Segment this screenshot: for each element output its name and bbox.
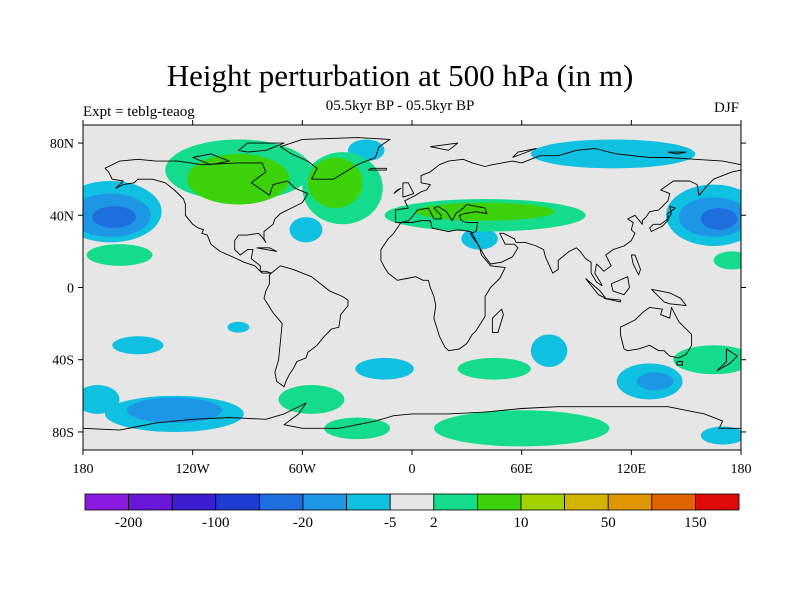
coastline-21: [83, 402, 741, 431]
colorbar-label: -20: [293, 515, 313, 531]
colorbar-box: [389, 493, 435, 511]
colorbar-box: [607, 493, 653, 511]
anomaly-tropics-neg-b: [227, 321, 250, 333]
anomaly-s-indian-neg: [530, 334, 568, 367]
coastline-9: [367, 167, 387, 171]
coastline-11: [649, 205, 676, 232]
anomaly-n-pacific-neg3: [92, 206, 137, 228]
coastline-7: [402, 182, 415, 198]
anomaly-s-pacific-neg-west: [83, 385, 120, 414]
season-label: DJF: [713, 100, 739, 116]
anomaly-ne-pacific-pos: [86, 244, 153, 266]
anomaly-w-pacific-pos: [713, 251, 741, 270]
lon-tick-label: 180: [731, 462, 752, 477]
lon-tick-label: 0: [409, 462, 416, 477]
colorbar-box: [215, 493, 260, 511]
coastline-2: [395, 148, 741, 223]
experiment-label: Expt = teblg-teaog: [83, 104, 195, 120]
coastline-26: [667, 151, 687, 155]
colorbar-box: [520, 493, 565, 511]
colorbar-label: 10: [514, 515, 529, 531]
anomaly-arctic-neg-east: [530, 139, 696, 169]
lon-tick-label: 180: [73, 462, 94, 477]
colorbar-box: [346, 493, 391, 511]
plot-title: Height perturbation at 500 hPa (in m): [166, 58, 634, 93]
lon-tick-label: 60E: [510, 462, 533, 477]
coastline-25: [512, 148, 537, 158]
plot-subtitle: 05.5kyr BP - 05.5kyr BP: [325, 98, 475, 114]
longitude-axis: 180 120W 60W 0 60E 120E 180: [73, 120, 752, 477]
anomaly-eurasia-pos2: [415, 202, 555, 221]
lat-tick-label: 80N: [50, 137, 74, 152]
coastline-10: [279, 137, 391, 180]
colorbar-box: [302, 493, 347, 511]
lon-tick-label: 120E: [617, 462, 647, 477]
lat-tick-label: 40N: [50, 209, 74, 224]
anomaly-n-atl-pos2: [307, 157, 363, 209]
colorbar-box: [258, 493, 304, 511]
coastline-23: [192, 153, 230, 166]
colorbar-label: -200: [115, 515, 143, 531]
colorbar-box: [84, 493, 129, 511]
coastline-0: [104, 158, 309, 274]
coastline-8: [393, 187, 402, 194]
anomaly-nw-pacific-neg3: [700, 208, 738, 230]
coastline-1: [263, 265, 349, 388]
colorbar-box: [128, 493, 173, 511]
colorbar-label: -5: [384, 515, 397, 531]
coastlines: [83, 137, 741, 431]
lon-tick-label: 60W: [289, 462, 317, 477]
coastline-12: [619, 306, 693, 359]
anomaly-se-pacific-pos: [278, 385, 345, 414]
coastline-6: [491, 308, 504, 334]
coastline-5: [380, 220, 506, 352]
coastline-20: [256, 247, 278, 252]
colorbar-label: 2: [430, 515, 438, 531]
anomaly-antarctic-neg: [700, 426, 741, 445]
colorbar-label: -100: [202, 515, 230, 531]
lon-tick-label: 120W: [176, 462, 211, 477]
colorbar-label: 150: [684, 515, 707, 531]
latitude-axis: 80N 40N 0 40S 80S: [50, 137, 746, 441]
anomaly-s-indian-pos: [457, 357, 531, 380]
lat-tick-label: 80S: [52, 426, 74, 441]
anomaly-antarctic-pos-west: [324, 417, 391, 440]
colorbar-box: [171, 493, 217, 511]
anomaly-antarctic-pos: [433, 410, 610, 447]
colorbar-box: [695, 493, 740, 511]
anomaly-s-pacific-neg2: [126, 397, 222, 423]
colorbar-box: [476, 493, 522, 511]
lat-tick-label: 0: [67, 282, 74, 297]
anomaly-s-atl-neg: [355, 357, 414, 380]
anomaly-s-australia-neg2: [636, 372, 674, 391]
coastline-4: [395, 203, 488, 234]
coastline-13: [676, 361, 683, 366]
coastline-24: [430, 142, 459, 151]
coastline-22: [237, 142, 285, 153]
colorbar-box: [651, 493, 696, 511]
lat-tick-label: 40S: [52, 354, 74, 369]
colorbar-label: 50: [601, 515, 616, 531]
coastline-18: [651, 288, 687, 307]
coastline-19: [630, 254, 641, 276]
colorbar-box: [433, 493, 478, 511]
coastline-17: [610, 276, 630, 296]
anomaly-tropics-neg-a: [112, 336, 164, 355]
coastline-14: [716, 348, 738, 372]
coastline-16: [603, 297, 621, 303]
anomaly-n-atl-west-neg: [289, 217, 323, 243]
map-panel: [83, 125, 741, 450]
colorbar: -200 -100 -20 -5 2 10 50 150: [84, 493, 740, 531]
coastline-3: [470, 169, 741, 287]
colorbar-box: [564, 493, 609, 511]
